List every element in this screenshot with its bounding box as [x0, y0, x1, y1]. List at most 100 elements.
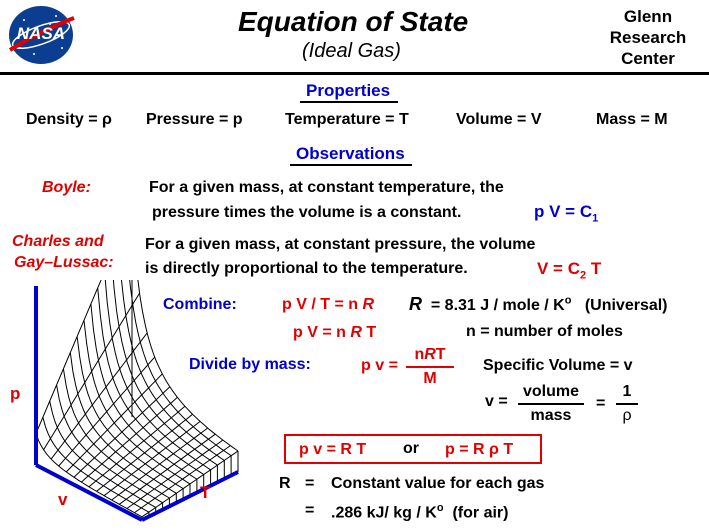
v-axis-label: v [58, 490, 68, 509]
isochore-line [134, 445, 231, 514]
result-rhs: p = R ρ T [445, 441, 514, 458]
isochore-line [50, 332, 148, 460]
property-temperature: Temperature = T [285, 111, 409, 128]
gas-constant-definition: R = 8.31 J / mole / Ko (Universal) [409, 294, 668, 315]
divide-label: Divide by mass: [189, 356, 311, 373]
isochore-line [58, 356, 156, 467]
property-volume: Volume = V [456, 111, 542, 128]
charles-line-1: For a given mass, at constant pressure, … [145, 236, 536, 253]
specific-volume-text: Specific Volume = v [483, 357, 633, 374]
constant-desc: Constant value for each gas [331, 475, 545, 492]
isochore-line [103, 421, 201, 497]
volume-numerator: volume [522, 383, 579, 400]
divide-num-R: R [424, 346, 436, 363]
divide-num-T: T [435, 346, 446, 363]
one-over-rho-fraction: 1 ρ [616, 383, 638, 425]
boyle-eq-sub: 1 [592, 212, 599, 225]
constant-value: .286 kJ/ kg / Ko (for air) [331, 502, 508, 522]
page-subtitle: (Ideal Gas) [302, 40, 401, 62]
constant-note: (for air) [452, 504, 509, 522]
isochore-line [96, 413, 193, 492]
volume-fraction-bar [518, 403, 584, 405]
gas-constant-value: = 8.31 J / mole / K [430, 297, 565, 314]
boyle-line-2: pressure times the volume is a constant. [152, 204, 462, 221]
v-axis-line [35, 463, 143, 522]
constant-value-text: .286 kJ/ kg / K [331, 504, 437, 522]
isochore-line [73, 386, 171, 478]
observations-underline [290, 164, 412, 166]
divide-lhs: p v = [361, 357, 398, 374]
combine-eq2-T: T [366, 324, 377, 341]
p-axis-label: p [10, 384, 21, 403]
isotherm-line [69, 352, 177, 494]
v-equals: v = [485, 393, 508, 410]
boyle-line-1: For a given mass, at constant temperatur… [149, 179, 504, 196]
org-line-3: Center [621, 49, 675, 68]
org-line-1: Glenn [623, 7, 673, 26]
isochore-line [126, 439, 224, 509]
gas-constant-deg: o [564, 294, 572, 307]
isochore-line [119, 433, 216, 505]
isotherm-line [137, 280, 239, 452]
rho-fraction-bar [616, 403, 638, 405]
boyle-label: Boyle: [42, 179, 91, 196]
t-axis-label: T [200, 483, 211, 502]
charles-eq-end: T [590, 259, 602, 278]
constant-eq: = [305, 475, 315, 492]
constant-R: R [279, 475, 291, 492]
constant-eq-2: = [305, 502, 315, 519]
gas-constant-note: (Universal) [584, 297, 668, 314]
boyle-equation: p V = C1 [534, 202, 598, 224]
properties-underline [300, 101, 398, 103]
property-mass: Mass = M [596, 111, 668, 128]
t-axis-line [141, 470, 239, 522]
nasa-logo-text: NASA [16, 24, 66, 43]
divide-fraction-bar [406, 366, 454, 368]
property-pressure: Pressure = p [146, 111, 243, 128]
surface-mesh [35, 280, 239, 521]
combine-eq2-R: R [350, 324, 362, 341]
combine-equation-2: p V = n R T [293, 324, 376, 342]
isochore-line [35, 280, 102, 434]
constant-deg: o [436, 502, 444, 514]
isochore-line [111, 427, 208, 501]
moles-definition: n = number of moles [466, 323, 623, 340]
charles-eq-sub: 2 [580, 269, 587, 282]
divide-fraction: nRT M [406, 346, 454, 388]
isochore-line [88, 405, 186, 488]
result-box [284, 434, 542, 464]
combine-eq2-text: p V = n [293, 324, 346, 341]
divide-denominator: M [423, 370, 437, 387]
isochore-line [43, 292, 141, 451]
header-divider [0, 72, 709, 75]
rho-denominator: ρ [622, 407, 632, 424]
isochore-line [81, 396, 178, 483]
charles-label-2: Gay–Lussac: [14, 254, 114, 271]
combine-equation-1: p V / T = n R [282, 296, 374, 314]
combine-label: Combine: [163, 296, 237, 313]
charles-eq-main: V = C [537, 259, 580, 278]
isochore-line [141, 450, 239, 518]
pvt-surface-plot [34, 280, 239, 522]
charles-line-2: is directly proportional to the temperat… [145, 260, 468, 277]
mass-denominator: mass [530, 407, 572, 424]
combine-eq1-text: p V / T = n [282, 296, 359, 313]
nasa-logo: NASA [4, 4, 78, 66]
result-lhs: p v = R T [299, 441, 367, 458]
gas-constant-R: R [409, 294, 422, 314]
isochore-line [65, 373, 163, 473]
combine-eq1-R: R [362, 296, 375, 313]
divide-numerator: nRT [406, 346, 454, 364]
divide-num-n: n [414, 346, 425, 363]
charles-equation: V = C2 T [537, 259, 601, 281]
observations-heading: Observations [296, 144, 405, 163]
equals-sign: = [596, 395, 606, 412]
result-or: or [403, 440, 419, 457]
charles-label-1: Charles and [12, 233, 104, 250]
property-density: Density = ρ [26, 111, 112, 128]
boyle-eq-main: p V = C [534, 202, 593, 221]
org-line-2: Research [609, 28, 687, 47]
page-title: Equation of State [238, 6, 469, 37]
org-name: Glenn Research Center [598, 6, 698, 69]
one-numerator: 1 [622, 383, 632, 400]
